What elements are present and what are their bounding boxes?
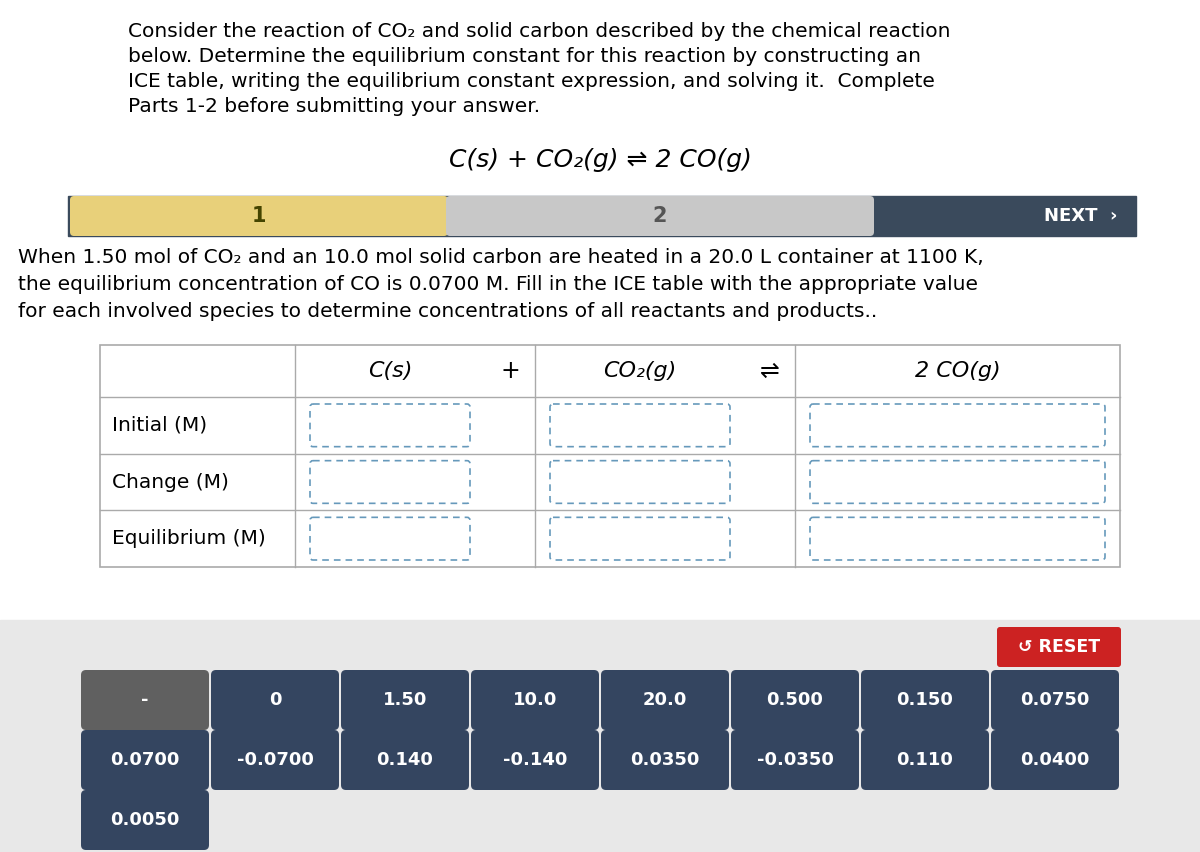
FancyBboxPatch shape bbox=[446, 196, 874, 236]
Text: -: - bbox=[142, 691, 149, 709]
FancyBboxPatch shape bbox=[341, 730, 469, 790]
Text: 0.0750: 0.0750 bbox=[1020, 691, 1090, 709]
Text: Consider the reaction of CO₂ and solid carbon described by the chemical reaction: Consider the reaction of CO₂ and solid c… bbox=[128, 22, 950, 41]
FancyBboxPatch shape bbox=[470, 670, 599, 730]
Text: ⇌: ⇌ bbox=[760, 359, 780, 383]
Text: the equilibrium concentration of CO is 0.0700 M. Fill in the ICE table with the : the equilibrium concentration of CO is 0… bbox=[18, 275, 978, 294]
Text: Change (M): Change (M) bbox=[112, 473, 229, 492]
Text: CO₂(g): CO₂(g) bbox=[604, 361, 677, 381]
Text: +: + bbox=[500, 359, 520, 383]
Text: 1: 1 bbox=[252, 206, 266, 226]
Text: Initial (M): Initial (M) bbox=[112, 416, 208, 435]
FancyBboxPatch shape bbox=[991, 730, 1120, 790]
Text: C(s): C(s) bbox=[368, 361, 412, 381]
FancyBboxPatch shape bbox=[862, 730, 989, 790]
FancyBboxPatch shape bbox=[550, 404, 730, 446]
Text: 0.500: 0.500 bbox=[767, 691, 823, 709]
Text: NEXT  ›: NEXT › bbox=[1044, 207, 1118, 225]
FancyBboxPatch shape bbox=[601, 730, 730, 790]
Bar bbox=[68, 196, 1136, 236]
FancyBboxPatch shape bbox=[550, 461, 730, 504]
Text: 1.50: 1.50 bbox=[383, 691, 427, 709]
Text: 0.0050: 0.0050 bbox=[110, 811, 180, 829]
FancyBboxPatch shape bbox=[810, 461, 1105, 504]
Text: -0.0350: -0.0350 bbox=[756, 751, 834, 769]
FancyBboxPatch shape bbox=[991, 670, 1120, 730]
FancyBboxPatch shape bbox=[470, 730, 599, 790]
Text: C(s) + CO₂(g) ⇌ 2 CO(g): C(s) + CO₂(g) ⇌ 2 CO(g) bbox=[449, 148, 751, 172]
Text: Parts 1-2 before submitting your answer.: Parts 1-2 before submitting your answer. bbox=[128, 97, 540, 116]
Text: 0.140: 0.140 bbox=[377, 751, 433, 769]
FancyBboxPatch shape bbox=[82, 790, 209, 850]
Text: ↺ RESET: ↺ RESET bbox=[1018, 638, 1100, 656]
Bar bbox=[0, 620, 1200, 852]
FancyBboxPatch shape bbox=[82, 730, 209, 790]
FancyBboxPatch shape bbox=[997, 627, 1121, 667]
FancyBboxPatch shape bbox=[310, 517, 470, 560]
Text: 0: 0 bbox=[269, 691, 281, 709]
Text: -0.140: -0.140 bbox=[503, 751, 568, 769]
FancyBboxPatch shape bbox=[550, 517, 730, 560]
Text: 0.150: 0.150 bbox=[896, 691, 954, 709]
FancyBboxPatch shape bbox=[810, 404, 1105, 446]
FancyBboxPatch shape bbox=[810, 517, 1105, 560]
Text: 2: 2 bbox=[653, 206, 667, 226]
FancyBboxPatch shape bbox=[731, 670, 859, 730]
FancyBboxPatch shape bbox=[211, 670, 340, 730]
FancyBboxPatch shape bbox=[82, 670, 209, 730]
Text: 2 CO(g): 2 CO(g) bbox=[914, 361, 1001, 381]
FancyBboxPatch shape bbox=[310, 461, 470, 504]
Bar bbox=[0, 0, 1200, 620]
Text: ICE table, writing the equilibrium constant expression, and solving it.  Complet: ICE table, writing the equilibrium const… bbox=[128, 72, 935, 91]
Text: below. Determine the equilibrium constant for this reaction by constructing an: below. Determine the equilibrium constan… bbox=[128, 47, 922, 66]
FancyBboxPatch shape bbox=[341, 670, 469, 730]
Bar bbox=[100, 345, 1120, 567]
Text: 0.0400: 0.0400 bbox=[1020, 751, 1090, 769]
FancyBboxPatch shape bbox=[70, 196, 448, 236]
FancyBboxPatch shape bbox=[211, 730, 340, 790]
Text: -0.0700: -0.0700 bbox=[236, 751, 313, 769]
Text: Equilibrium (M): Equilibrium (M) bbox=[112, 529, 265, 548]
Text: 0.110: 0.110 bbox=[896, 751, 954, 769]
Text: 0.0350: 0.0350 bbox=[630, 751, 700, 769]
FancyBboxPatch shape bbox=[601, 670, 730, 730]
FancyBboxPatch shape bbox=[731, 730, 859, 790]
Text: 0.0700: 0.0700 bbox=[110, 751, 180, 769]
Text: 10.0: 10.0 bbox=[512, 691, 557, 709]
FancyBboxPatch shape bbox=[310, 404, 470, 446]
Text: 20.0: 20.0 bbox=[643, 691, 688, 709]
Text: for each involved species to determine concentrations of all reactants and produ: for each involved species to determine c… bbox=[18, 302, 877, 321]
Text: When 1.50 mol of CO₂ and an 10.0 mol solid carbon are heated in a 20.0 L contain: When 1.50 mol of CO₂ and an 10.0 mol sol… bbox=[18, 248, 984, 267]
FancyBboxPatch shape bbox=[862, 670, 989, 730]
